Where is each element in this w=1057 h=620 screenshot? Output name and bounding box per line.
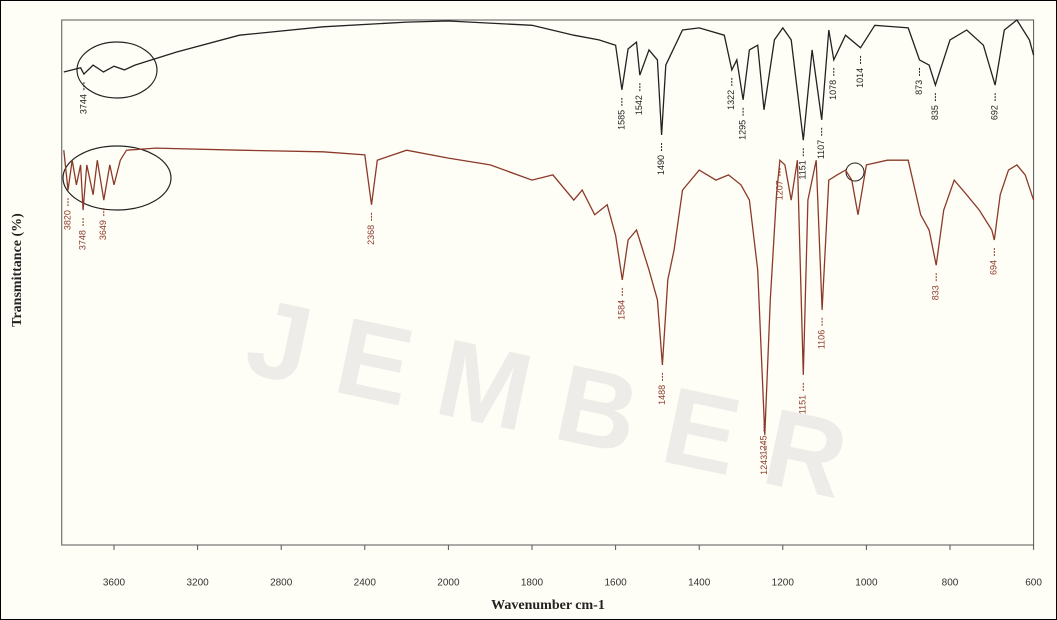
- peak-label: 2368: [366, 225, 376, 245]
- peak-label: 835: [930, 105, 940, 120]
- peak-label: 1542: [634, 95, 644, 115]
- peak-label: 3744: [78, 94, 88, 114]
- highlight-ellipse: [62, 145, 172, 211]
- spectrum-line: [63, 19, 1035, 141]
- peak-label: 3649: [98, 220, 108, 240]
- peak-label: 3748: [77, 230, 87, 250]
- y-axis-title: Transmittance (%): [10, 213, 25, 327]
- x-tick-label: 2400: [354, 578, 377, 589]
- peak-label: 833: [931, 285, 941, 300]
- x-tick-label: 2000: [437, 578, 460, 589]
- peak-label: 1322: [726, 90, 736, 110]
- peak-label: 3820: [62, 210, 72, 230]
- peak-label: 1488: [657, 385, 667, 405]
- peak-label: 1295: [737, 120, 747, 140]
- x-axis-title: Wavenumber cm-1: [491, 598, 605, 613]
- spectrum-line: [63, 147, 1035, 435]
- peak-label: 1151: [798, 160, 808, 179]
- peak-label: 1107: [816, 140, 826, 159]
- peak-label: 692: [989, 105, 999, 120]
- x-tick-label: 1000: [855, 578, 878, 589]
- x-tick-label: 800: [942, 578, 959, 589]
- x-tick-label: 1400: [688, 578, 711, 589]
- highlight-ellipse: [76, 41, 158, 99]
- peak-label: 1207: [774, 180, 784, 200]
- peak-label: 1490: [656, 155, 666, 175]
- x-tick-label: 600: [1025, 578, 1042, 589]
- x-tick-label: 1800: [521, 578, 544, 589]
- x-tick-label: 3600: [103, 578, 126, 589]
- peak-label: 1014: [855, 68, 865, 88]
- plot-frame: [61, 19, 1035, 546]
- peak-label: 1243: [759, 455, 769, 475]
- peak-label: 1078: [828, 80, 838, 100]
- peak-label: 1106: [816, 330, 826, 349]
- peak-label: 1584: [617, 300, 627, 320]
- peak-label: 694: [989, 260, 999, 275]
- peak-label: 873: [914, 80, 924, 95]
- x-tick-label: 1600: [604, 578, 627, 589]
- x-tick-label: 3200: [186, 578, 209, 589]
- peak-label: 1151: [798, 395, 808, 414]
- x-tick-label: 2800: [270, 578, 293, 589]
- peak-label: 1245: [758, 435, 768, 455]
- peak-label: 1585: [616, 110, 626, 130]
- x-tick-label: 1200: [772, 578, 795, 589]
